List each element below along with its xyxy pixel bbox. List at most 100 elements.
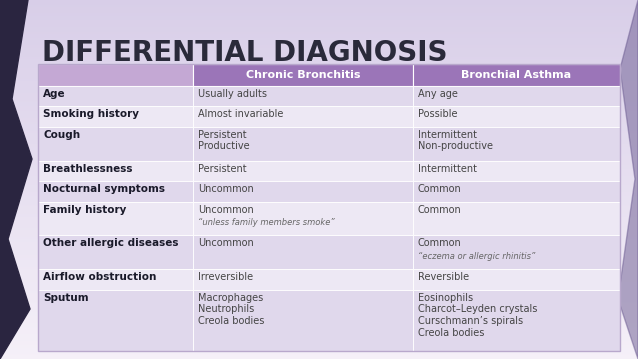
Bar [0,223,638,224]
Bar [0,9,638,11]
Bar [0,293,638,294]
Bar [0,16,638,18]
Bar [0,214,638,215]
Bar [0,328,638,330]
Bar [0,70,638,72]
Bar [0,262,638,264]
Bar [0,106,638,108]
Bar [0,224,638,226]
Bar [0,282,638,284]
Bar [0,348,638,350]
Bar [0,276,638,278]
Bar [0,226,638,228]
Bar [0,264,638,266]
Bar [38,64,620,351]
Bar [0,88,638,90]
Bar [0,260,638,262]
Bar [0,354,638,355]
Bar [0,101,638,102]
Text: Uncommon: Uncommon [198,205,254,215]
Bar [0,93,638,95]
Text: Uncommon: Uncommon [198,184,254,194]
Bar [0,294,638,296]
Bar [0,194,638,196]
Bar [0,280,638,282]
Bar [0,309,638,311]
Bar [0,56,638,57]
Bar [0,208,638,210]
Bar [0,136,638,138]
Bar [413,106,620,127]
Bar [0,357,638,359]
Bar [0,255,638,257]
Bar [0,321,638,323]
Bar [0,120,638,122]
Bar [0,258,638,260]
Bar [0,99,638,101]
Bar [0,312,638,314]
Bar [0,145,638,147]
Bar [0,20,638,22]
Bar [0,29,638,31]
Bar [0,79,638,81]
Bar [193,270,413,290]
Bar [0,61,638,63]
Bar [0,307,638,309]
Bar [0,47,638,48]
Text: Cough: Cough [43,130,80,140]
Text: Age: Age [43,89,66,99]
Bar [0,74,638,75]
Bar [0,257,638,258]
Bar [0,217,638,219]
Bar [0,250,638,251]
Bar [0,113,638,115]
Bar [0,311,638,312]
Bar [0,36,638,38]
Bar [0,138,638,140]
Bar [0,253,638,255]
Bar [0,109,638,111]
Bar [0,95,638,97]
Bar [413,86,620,106]
Bar [0,140,638,142]
Bar [0,183,638,185]
Bar [0,336,638,337]
Text: Other allergic diseases: Other allergic diseases [43,238,179,248]
Bar [0,104,638,106]
Bar [0,169,638,171]
Bar [0,90,638,92]
Bar [0,59,638,61]
Bar [0,196,638,197]
Text: Common: Common [418,184,462,194]
Bar [413,127,620,161]
Bar [0,54,638,56]
Bar [0,201,638,203]
Bar [0,350,638,352]
Bar [0,178,638,180]
Bar [38,106,193,127]
Bar [0,278,638,280]
Bar [0,50,638,52]
Text: Common: Common [418,205,462,215]
Bar [0,316,638,318]
Bar [0,127,638,129]
Bar [193,64,413,86]
Bar [0,41,638,43]
Bar [0,318,638,320]
Bar [0,32,638,34]
Bar [0,298,638,300]
Text: Intermittent
Non-productive: Intermittent Non-productive [418,130,493,151]
Bar [413,181,620,201]
Bar [0,242,638,244]
Bar [0,181,638,183]
Text: Common: Common [418,238,462,248]
Bar [38,290,193,351]
Bar [0,84,638,86]
Bar [0,172,638,174]
Bar [0,34,638,36]
Bar [0,14,638,16]
Text: Bronchial Asthma: Bronchial Asthma [461,70,572,80]
Bar [0,341,638,343]
Text: Almost invariable: Almost invariable [198,109,283,120]
Bar [0,171,638,172]
